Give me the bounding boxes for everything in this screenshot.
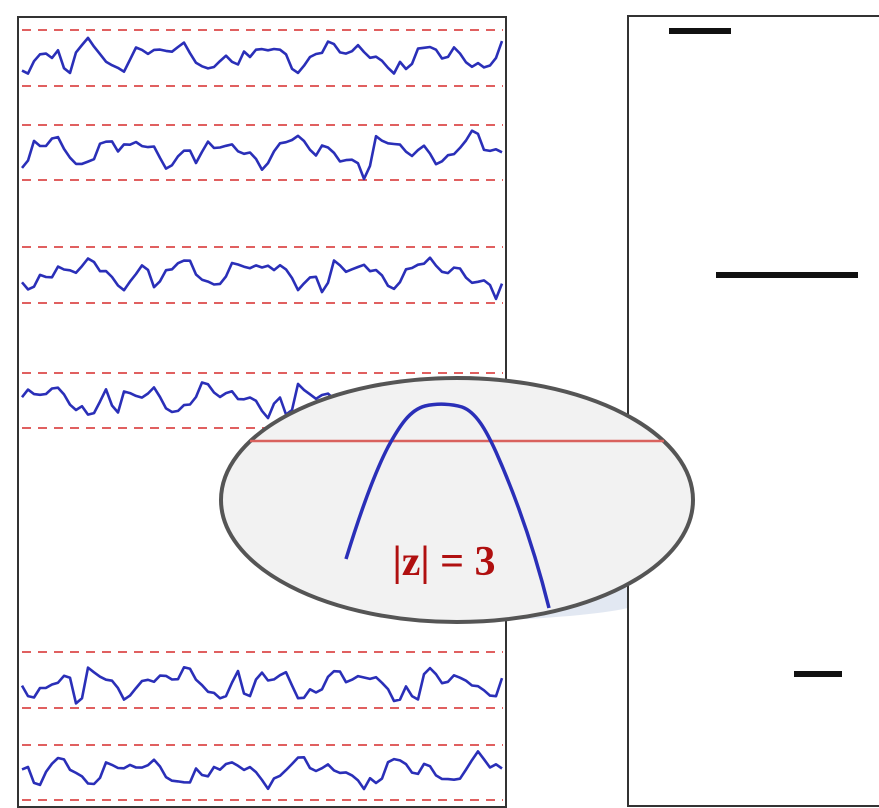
zoom-label: |z| = 3 [392,539,495,585]
signal-trace-6 [21,750,503,791]
zoom-peak-curve [344,402,551,609]
signal-trace-1 [21,36,504,75]
signal-trace-2 [20,129,503,181]
signal-trace-3 [21,256,504,301]
magnifier-lens: |z| = 3 [219,376,695,624]
right-panel-frame [627,15,879,807]
right-panel-bursts [627,15,879,807]
signal-trace-5 [20,666,504,705]
lens-ellipse [219,376,695,624]
